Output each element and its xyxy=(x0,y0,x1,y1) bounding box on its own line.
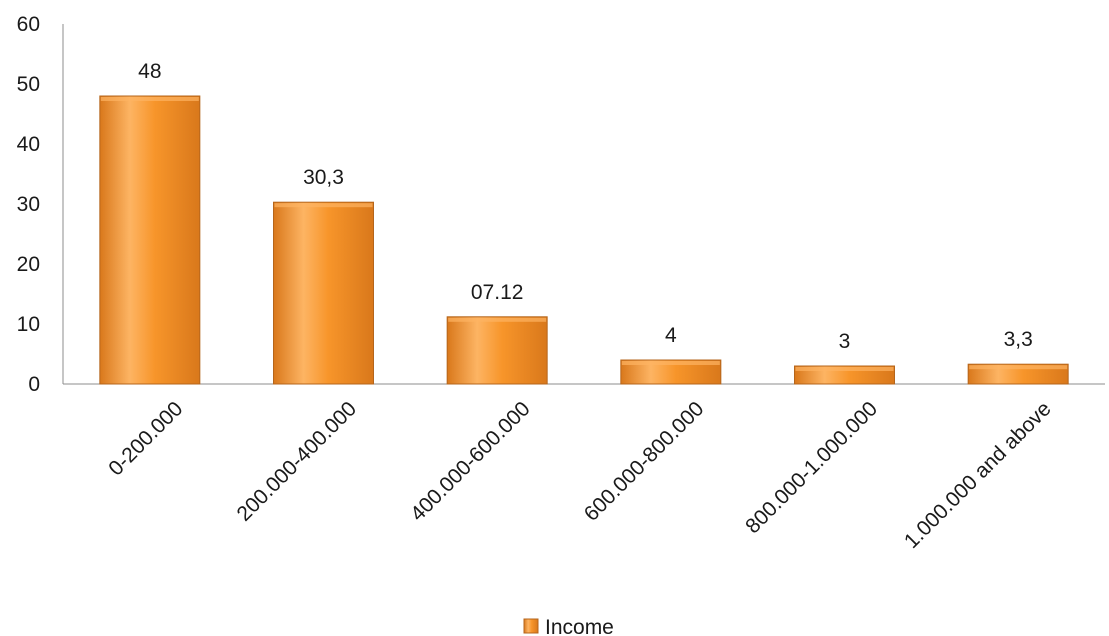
legend: Income xyxy=(523,616,614,636)
data-label: 4 xyxy=(665,324,677,347)
bars xyxy=(99,95,1069,385)
legend-label-income: Income xyxy=(545,616,614,636)
y-tick-label: 50 xyxy=(17,73,40,96)
data-label: 3,3 xyxy=(1004,328,1033,351)
data-label: 30,3 xyxy=(303,166,344,189)
bar-bevel xyxy=(621,361,720,365)
bar xyxy=(99,95,201,385)
category-label: 800.000-1.000.000 xyxy=(741,397,882,538)
category-label: 600.000-800.000 xyxy=(580,397,709,526)
y-tick-label: 60 xyxy=(17,13,40,36)
legend-swatch-income xyxy=(523,618,539,634)
axes xyxy=(62,24,1105,385)
y-tick-label: 0 xyxy=(28,373,40,396)
bar-bevel xyxy=(795,367,894,371)
y-tick-label: 20 xyxy=(17,253,40,276)
y-tick-label: 10 xyxy=(17,313,40,336)
category-label: 0-200.000 xyxy=(104,397,187,480)
bar-bevel xyxy=(969,365,1068,370)
bar-bevel xyxy=(448,317,547,322)
y-axis-tick-labels: 0 10 20 30 40 50 60 xyxy=(17,13,40,396)
category-label: 200.000-400.000 xyxy=(232,397,361,526)
y-tick-label: 30 xyxy=(17,193,40,216)
category-label: 1.000.000 and above xyxy=(900,397,1056,553)
bar-bevel xyxy=(274,203,373,208)
category-labels: 0-200.000 200.000-400.000 400.000-600.000 6… xyxy=(104,397,1055,553)
data-label: 48 xyxy=(138,60,161,83)
bar xyxy=(446,316,548,385)
y-tick-label: 40 xyxy=(17,133,40,156)
bar xyxy=(273,201,374,385)
bar-bevel xyxy=(100,97,199,101)
category-label: 400.000-600.000 xyxy=(406,397,535,526)
data-label: 07.12 xyxy=(471,281,524,304)
data-labels: 48 30,3 07.12 4 3 3,3 xyxy=(138,60,1033,353)
data-label: 3 xyxy=(839,330,851,353)
